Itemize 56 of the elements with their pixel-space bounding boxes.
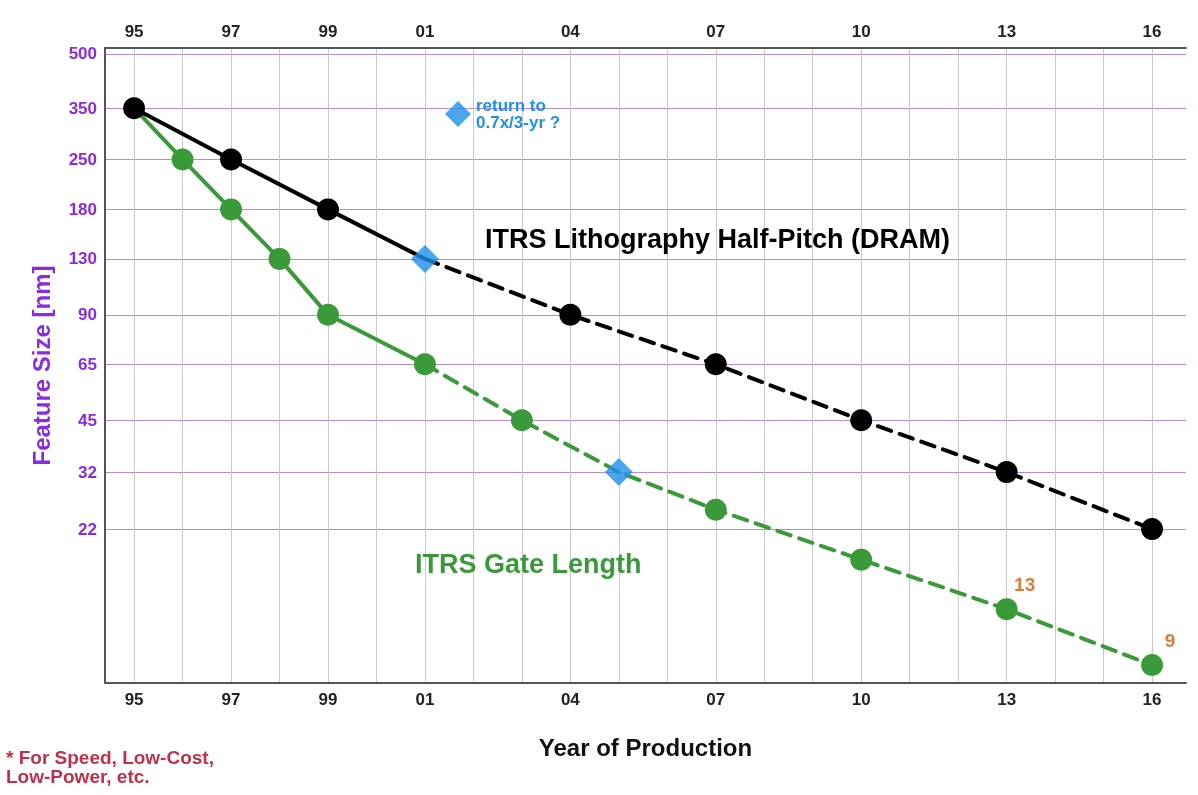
x-tick-label: 99 <box>318 690 338 709</box>
point <box>559 303 582 326</box>
x2-tick-label: 99 <box>318 22 338 41</box>
x-tick-label: 07 <box>706 690 726 709</box>
y-tick-label: 65 <box>78 354 97 374</box>
point <box>123 97 146 120</box>
y-tick-label: 350 <box>68 98 97 118</box>
text: * For Speed, Low-Cost, Low-Power, etc. <box>6 747 220 787</box>
point <box>1141 654 1164 677</box>
text: ITRS Lithography Half-Pitch (DRAM) <box>484 223 950 254</box>
point <box>413 353 436 376</box>
x-tick-label: 13 <box>997 690 1017 709</box>
point <box>317 303 339 326</box>
data-label: 13 <box>1014 574 1036 596</box>
point <box>1141 518 1164 541</box>
y-tick-label: 22 <box>78 519 97 539</box>
x2-tick-label: 04 <box>560 22 581 41</box>
x-tick-label: 10 <box>851 690 871 709</box>
y-tick-label: 90 <box>78 305 97 325</box>
x2-tick-label: 13 <box>997 22 1017 41</box>
data-label: 9 <box>1164 630 1176 652</box>
point <box>171 148 194 171</box>
y-axis-title: Feature Size [nm] <box>27 265 55 466</box>
y-tick-label: 45 <box>78 410 97 430</box>
point <box>850 409 873 432</box>
point <box>220 148 243 171</box>
x2-tick-label: 97 <box>221 22 241 41</box>
point <box>510 409 533 432</box>
x-tick-label: 04 <box>560 690 581 709</box>
point <box>850 548 873 571</box>
x2-tick-label: 01 <box>415 22 435 41</box>
x2-tick-label: 16 <box>1142 22 1162 41</box>
y-tick-label: 130 <box>68 249 97 269</box>
text: ITRS Gate Length <box>414 549 642 580</box>
x-tick-label: 97 <box>221 690 241 709</box>
point <box>995 461 1018 484</box>
y-tick-label: 32 <box>78 462 97 482</box>
point <box>268 247 291 270</box>
point <box>604 458 633 487</box>
y-tick-label: 180 <box>68 199 97 219</box>
point <box>704 498 727 521</box>
x2-tick-label: 95 <box>124 22 144 41</box>
y-tick-label: 500 <box>68 44 97 64</box>
point <box>410 244 439 273</box>
x-tick-label: 01 <box>415 690 435 709</box>
x2-tick-label: 10 <box>851 22 871 41</box>
point <box>704 353 727 376</box>
x2-tick-label: 07 <box>706 22 726 41</box>
x-axis-title: Year of Production <box>538 733 753 761</box>
x-tick-label: 16 <box>1142 690 1162 709</box>
point <box>995 598 1018 621</box>
point <box>317 198 339 221</box>
y-tick-label: 250 <box>68 149 97 169</box>
legend-label: return to 0.7x/3-yr ? <box>476 96 561 132</box>
x-tick-label: 95 <box>124 690 144 709</box>
point <box>220 198 243 221</box>
